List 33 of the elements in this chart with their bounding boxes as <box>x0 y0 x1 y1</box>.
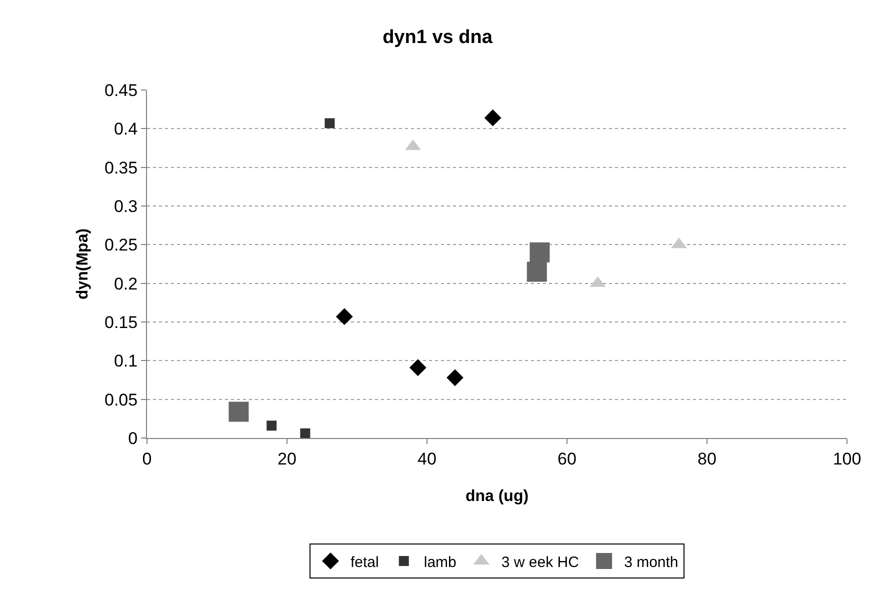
y-tick-label: 0.15 <box>104 312 138 332</box>
point <box>266 420 277 431</box>
y-tick-label: 0.1 <box>114 352 138 371</box>
point <box>484 109 502 126</box>
legend-label: 3 month <box>624 554 678 571</box>
point <box>324 118 335 128</box>
point <box>530 242 550 262</box>
legend-label: fetal <box>350 554 379 571</box>
y-tick-label: 0.4 <box>114 120 138 139</box>
legend-label: 3 w eek HC <box>501 554 580 571</box>
y-tick-label: 0.3 <box>114 196 138 216</box>
x-tick-label: 60 <box>558 449 576 468</box>
point <box>409 359 426 376</box>
x-tick-label: 80 <box>698 449 716 468</box>
point <box>336 308 353 326</box>
x-tick-label: 100 <box>832 449 862 468</box>
x-axis-title: dna (ug) <box>465 488 529 506</box>
y-tick-label: 0.25 <box>104 236 138 255</box>
point <box>300 428 310 438</box>
point <box>228 402 249 422</box>
chart-title: dyn1 vs dna <box>382 26 493 48</box>
legend-label: lamb <box>424 554 456 571</box>
x-tick-label: 20 <box>278 449 296 468</box>
y-tick-label: 0.45 <box>104 80 138 100</box>
point <box>526 262 547 282</box>
y-tick-label: 0.2 <box>114 274 138 294</box>
y-tick-label: 0.05 <box>104 390 138 410</box>
point <box>446 369 464 386</box>
y-tick-label: 0 <box>128 428 138 448</box>
y-axis-title: dyn(Mpa) <box>74 228 92 300</box>
y-tick-label: 0.35 <box>104 158 138 178</box>
x-tick-label: 0 <box>142 449 152 468</box>
x-tick-label: 40 <box>418 449 436 468</box>
